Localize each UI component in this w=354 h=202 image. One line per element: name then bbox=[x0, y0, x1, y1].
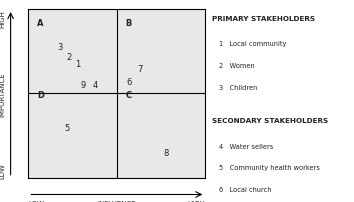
Text: 1   Local community: 1 Local community bbox=[219, 41, 287, 47]
Text: 6: 6 bbox=[126, 78, 132, 87]
Text: 4: 4 bbox=[93, 81, 98, 90]
Text: HIGH: HIGH bbox=[0, 10, 5, 28]
Text: LOW: LOW bbox=[28, 200, 44, 202]
Text: 9: 9 bbox=[81, 81, 86, 90]
Text: IMPORTANCE: IMPORTANCE bbox=[0, 72, 5, 116]
Text: C: C bbox=[126, 90, 132, 100]
Text: PRIMARY STAKEHOLDERS: PRIMARY STAKEHOLDERS bbox=[212, 16, 315, 22]
Text: 7: 7 bbox=[137, 64, 143, 73]
Text: INFLUENCE: INFLUENCE bbox=[97, 200, 136, 202]
Text: 1: 1 bbox=[75, 59, 80, 68]
Text: 3   Children: 3 Children bbox=[219, 85, 258, 91]
Text: 4   Water sellers: 4 Water sellers bbox=[219, 143, 274, 149]
Text: B: B bbox=[126, 19, 132, 27]
Text: 2   Women: 2 Women bbox=[219, 63, 255, 69]
Text: LOW: LOW bbox=[0, 162, 5, 178]
Text: 2: 2 bbox=[67, 53, 72, 62]
Text: 6   Local church: 6 Local church bbox=[219, 186, 272, 193]
Text: 8: 8 bbox=[164, 148, 169, 157]
Text: SECONDARY STAKEHOLDERS: SECONDARY STAKEHOLDERS bbox=[212, 117, 329, 123]
Text: A: A bbox=[37, 19, 44, 27]
Text: 3: 3 bbox=[57, 42, 63, 52]
Text: HIGH: HIGH bbox=[188, 200, 205, 202]
Text: 5   Community health workers: 5 Community health workers bbox=[219, 165, 320, 171]
Text: 5: 5 bbox=[65, 123, 70, 132]
Text: D: D bbox=[37, 90, 44, 100]
